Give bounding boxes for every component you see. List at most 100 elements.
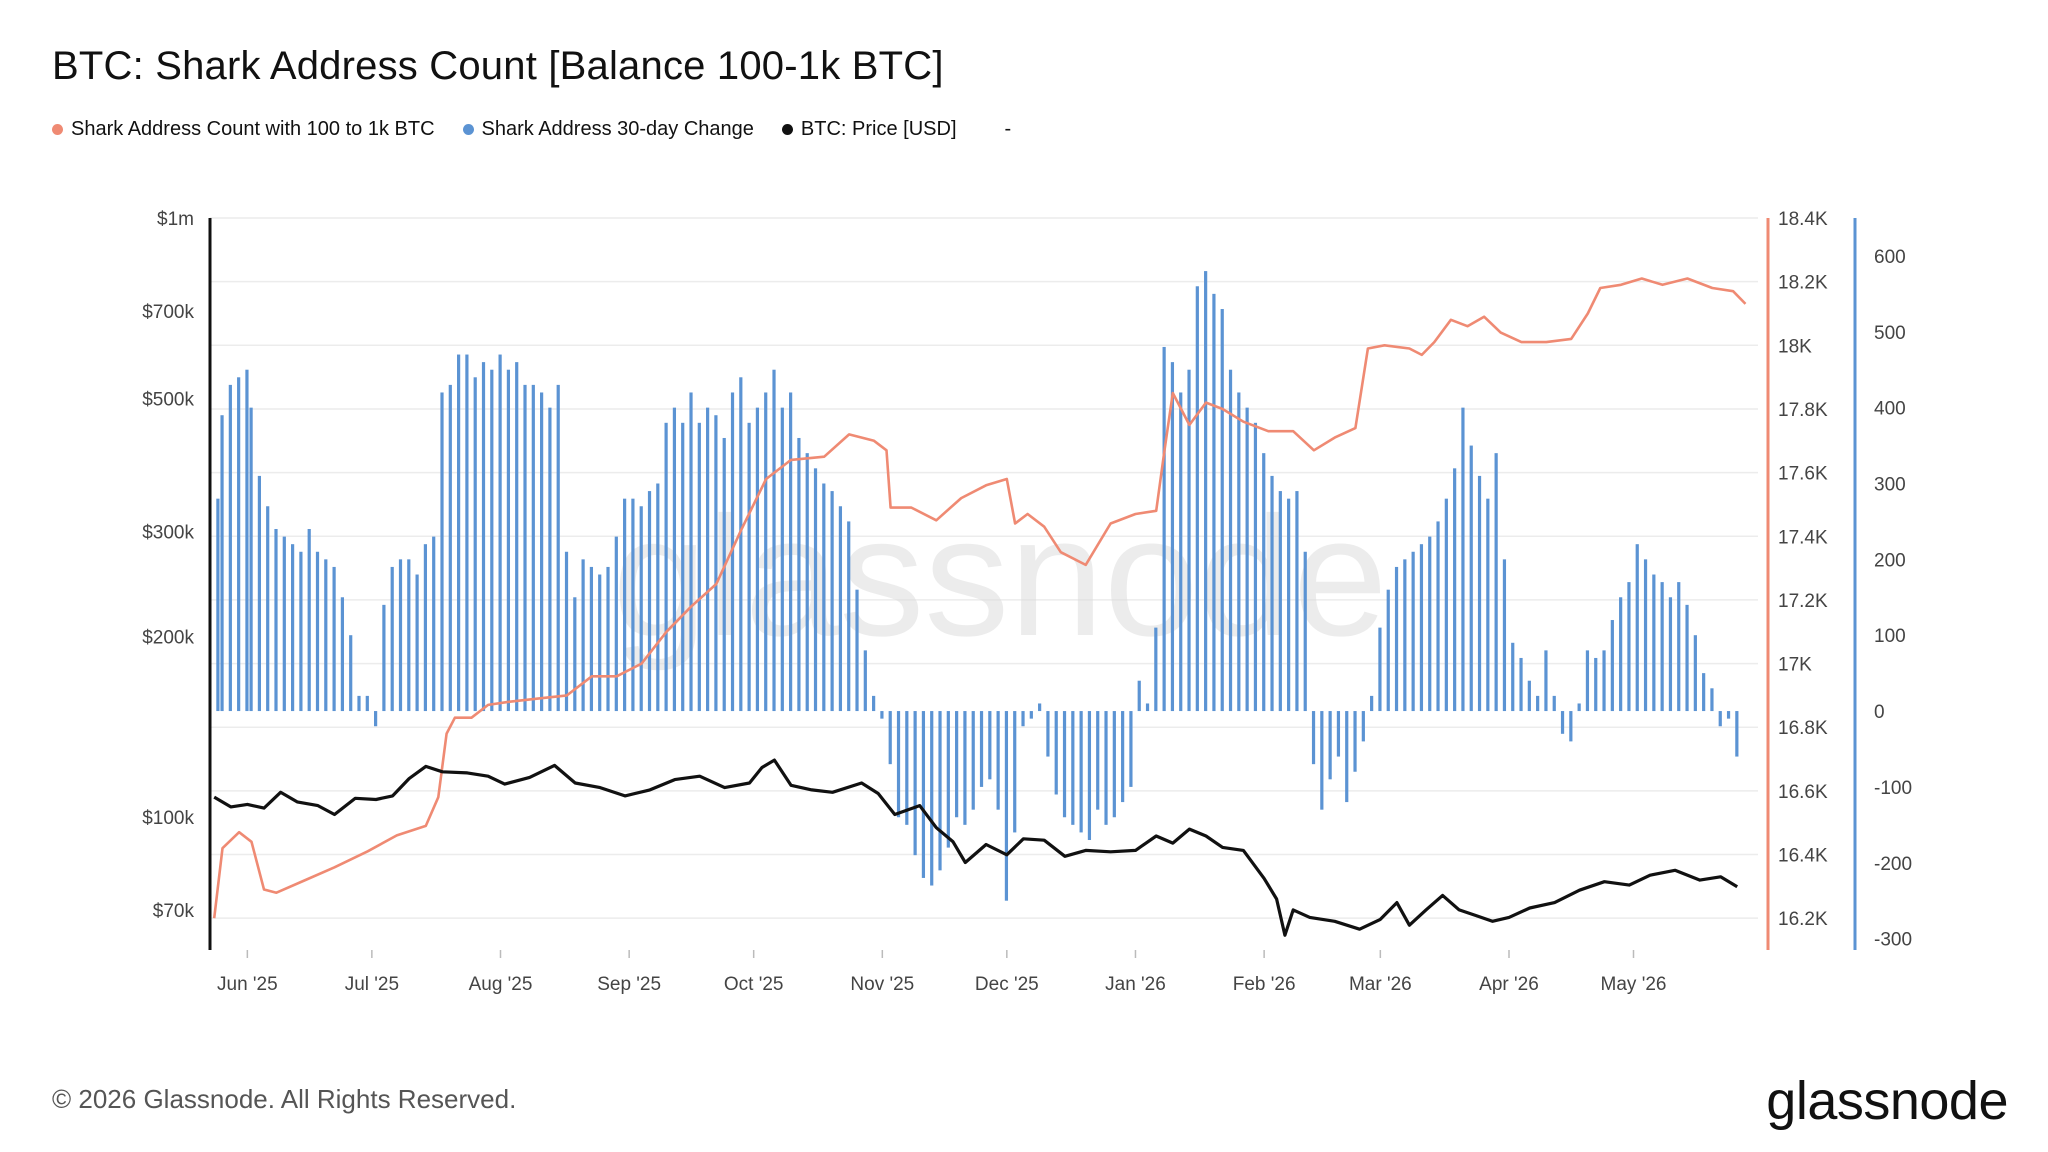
- shark-tick-label: 16.8K: [1778, 718, 1828, 739]
- shark-tick-label: 17.4K: [1778, 527, 1828, 548]
- change-bar: [1245, 407, 1249, 712]
- change-bar: [888, 711, 892, 765]
- change-bar: [1320, 711, 1324, 810]
- change-bar: [1702, 673, 1706, 712]
- change-bar: [1162, 346, 1166, 712]
- change-bar: [1212, 293, 1216, 712]
- x-tick-label: Oct '25: [724, 974, 784, 995]
- legend-item-shark-count[interactable]: Shark Address Count with 100 to 1k BTC: [52, 118, 435, 141]
- x-tick-label: Feb '26: [1233, 974, 1296, 995]
- change-bar: [647, 491, 652, 712]
- change-bar: [1137, 680, 1141, 712]
- change-bar: [407, 559, 411, 712]
- change-tick-label: -100: [1874, 778, 1912, 799]
- change-bar: [863, 650, 867, 712]
- change-bar: [1013, 711, 1017, 833]
- shark-tick-label: 17.8K: [1778, 400, 1828, 421]
- change-bar: [1253, 422, 1258, 712]
- change-bar: [1643, 559, 1648, 712]
- change-bar: [390, 566, 394, 712]
- change-bar: [797, 437, 801, 712]
- change-bar: [780, 407, 784, 712]
- legend-item-btc-price[interactable]: BTC: Price [USD]: [781, 118, 957, 141]
- shark-tick-label: 16.6K: [1778, 782, 1828, 803]
- shark-tick-label: 18.2K: [1778, 273, 1828, 294]
- change-bar: [930, 711, 934, 886]
- change-bar: [1403, 559, 1407, 712]
- shark-tick-label: 17K: [1778, 655, 1812, 676]
- change-bar: [764, 392, 768, 712]
- change-bar: [1494, 453, 1498, 712]
- change-bar: [573, 597, 577, 712]
- change-bar: [1453, 468, 1457, 712]
- x-tick-label: Jan '26: [1105, 974, 1166, 995]
- change-bar: [697, 422, 701, 712]
- change-tick-label: 400: [1874, 399, 1906, 420]
- change-bar: [432, 536, 436, 712]
- change-bar: [1378, 627, 1382, 712]
- change-bar: [996, 711, 1000, 810]
- change-bar: [531, 384, 535, 712]
- change-bar: [1204, 271, 1208, 712]
- legend-dot-30day-change: [462, 124, 474, 135]
- shark-tick-label: 17.6K: [1778, 464, 1828, 485]
- shark-tick-label: 16.4K: [1778, 846, 1828, 867]
- change-bar: [237, 377, 241, 712]
- change-bar: [755, 407, 760, 712]
- change-bar: [1693, 635, 1697, 712]
- legend-label-shark-count: Shark Address Count with 100 to 1k BTC: [71, 118, 435, 140]
- change-bar: [672, 407, 677, 712]
- change-bar: [1112, 711, 1116, 818]
- glassnode-logo[interactable]: glassnode: [1766, 1071, 2008, 1131]
- change-tick-label: 0: [1874, 702, 1885, 723]
- change-bar: [249, 407, 253, 712]
- change-bar: [1087, 711, 1092, 841]
- change-bar: [1635, 544, 1639, 712]
- legend-item-30day-change[interactable]: Shark Address 30-day Change: [462, 118, 754, 141]
- change-bar: [365, 695, 369, 712]
- change-bar: [1353, 711, 1357, 772]
- change-bar: [274, 529, 278, 712]
- change-bar: [1419, 544, 1424, 712]
- change-bar: [490, 369, 494, 712]
- change-bar: [448, 384, 452, 712]
- price-tick-label: $100k: [142, 808, 194, 829]
- change-bar: [382, 604, 386, 712]
- change-bar: [1361, 711, 1365, 742]
- change-bar: [1677, 582, 1681, 712]
- change-bar: [1594, 657, 1598, 712]
- change-bar: [656, 483, 660, 712]
- change-bar: [880, 711, 884, 719]
- change-bar: [946, 711, 950, 848]
- change-bar: [266, 506, 270, 712]
- change-bar: [1710, 688, 1714, 712]
- change-bar: [398, 559, 403, 712]
- change-bar: [921, 711, 926, 878]
- change-bar: [1386, 589, 1390, 712]
- change-bar: [1021, 711, 1025, 727]
- change-bar: [374, 711, 378, 727]
- change-bar: [913, 711, 917, 856]
- change-bar: [988, 711, 992, 780]
- shark-tick-label: 16.2K: [1778, 909, 1828, 930]
- change-bar: [1287, 498, 1291, 712]
- change-bar: [979, 711, 984, 787]
- change-bar: [1145, 703, 1150, 712]
- btc-price-line: [213, 758, 1739, 937]
- change-bar: [1519, 657, 1523, 712]
- change-bar: [299, 551, 303, 712]
- change-bar: [349, 635, 353, 712]
- change-bar: [838, 506, 843, 712]
- change-bar: [1121, 711, 1125, 803]
- change-bar: [1154, 627, 1158, 712]
- change-bar: [772, 369, 776, 712]
- change-bar: [282, 536, 286, 712]
- change-bar: [855, 589, 859, 712]
- change-bar: [1278, 491, 1282, 712]
- change-bar: [1610, 620, 1614, 712]
- x-tick-label: Aug '25: [469, 974, 533, 995]
- change-bar: [423, 544, 428, 712]
- change-bar: [722, 437, 726, 712]
- change-bar: [1228, 369, 1233, 712]
- change-tick-label: 300: [1874, 474, 1906, 495]
